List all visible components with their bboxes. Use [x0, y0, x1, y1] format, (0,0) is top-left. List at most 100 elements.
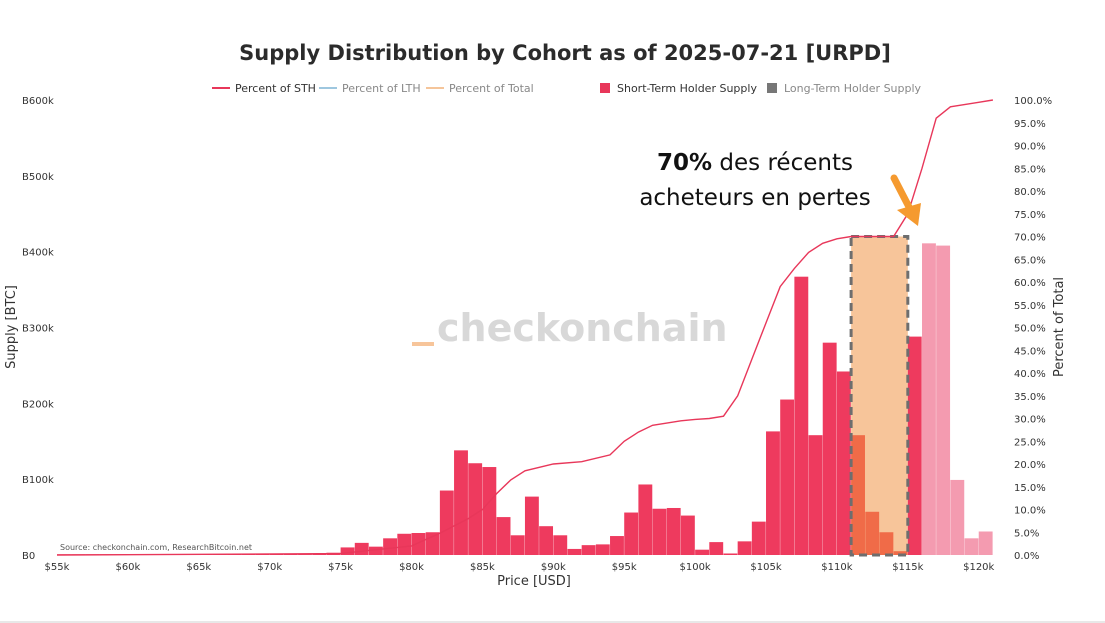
- y-tick-label-left: B500k: [22, 172, 54, 183]
- bar: [922, 243, 936, 555]
- bar: [269, 554, 284, 555]
- bar: [808, 435, 823, 555]
- annotation: 70% des récents acheteurs en pertes: [639, 150, 921, 226]
- bar: [283, 554, 298, 555]
- y-axis-title-right: Percent of Total: [1052, 277, 1067, 377]
- y-tick-label-right: 15.0%: [1014, 483, 1046, 494]
- annotation-line-1-rest: des récents: [712, 150, 853, 176]
- y-tick-label-right: 40.0%: [1014, 369, 1046, 380]
- y-tick-label-right: 50.0%: [1014, 324, 1046, 335]
- y-tick-label-right: 80.0%: [1014, 187, 1046, 198]
- x-tick-label: $90k: [541, 562, 566, 573]
- y-axis-ticks-right: 0.0% 5.0% 10.0% 15.0% 20.0% 25.0% 30.0% 35.0% 40…: [1014, 96, 1052, 562]
- bar: [610, 536, 624, 555]
- y-tick-label-right: 10.0%: [1014, 506, 1046, 517]
- bar: [553, 535, 568, 555]
- bar: [695, 549, 710, 555]
- y-tick-label-right: 55.0%: [1014, 301, 1046, 312]
- bar: [964, 538, 979, 555]
- bar: [978, 531, 993, 555]
- bar: [666, 507, 681, 555]
- y-tick-label-right: 75.0%: [1014, 210, 1046, 221]
- watermark-underscore: [412, 342, 434, 346]
- bar: [680, 515, 695, 555]
- bar: [851, 435, 865, 555]
- legend-label: Percent of Total: [449, 82, 534, 95]
- legend-item[interactable]: Percent of Total: [426, 82, 534, 95]
- bar: [780, 399, 795, 555]
- y-tick-label-left: B0: [22, 551, 35, 562]
- bar: [411, 533, 426, 555]
- percent-of-sth-line: [56, 99, 994, 556]
- x-tick-label: $100k: [679, 562, 710, 573]
- bar: [368, 546, 383, 555]
- watermark: checkonchain: [412, 306, 728, 350]
- y-axis-ticks-left: B0 B100k B200k B300k B400k B500k B600k: [22, 96, 54, 562]
- bar: [751, 521, 766, 555]
- bar: [496, 517, 511, 555]
- bar: [794, 276, 809, 555]
- y-tick-label-right: 65.0%: [1014, 255, 1046, 266]
- y-tick-label-right: 70.0%: [1014, 233, 1046, 244]
- bar: [439, 490, 454, 555]
- x-tick-label: $120k: [963, 562, 994, 573]
- bar: [766, 431, 780, 555]
- legend[interactable]: Percent of STH Percent of LTH Percent of T…: [212, 82, 922, 95]
- y-tick-label-right: 100.0%: [1014, 96, 1052, 107]
- y-axis-title-left: Supply [BTC]: [4, 285, 19, 369]
- bar: [482, 467, 497, 555]
- bar: [539, 526, 554, 555]
- bar: [822, 342, 837, 555]
- bar: [468, 463, 483, 555]
- x-tick-label: $60k: [115, 562, 140, 573]
- legend-label: Percent of LTH: [342, 82, 421, 95]
- bar: [652, 508, 667, 555]
- x-tick-label: $65k: [186, 562, 211, 573]
- legend-label: Long-Term Holder Supply: [784, 82, 922, 95]
- watermark-text: checkonchain: [437, 306, 728, 350]
- legend-item[interactable]: Short-Term Holder Supply: [600, 82, 757, 95]
- legend-item[interactable]: Percent of LTH: [319, 82, 421, 95]
- y-tick-label-right: 20.0%: [1014, 460, 1046, 471]
- y-tick-label-right: 30.0%: [1014, 415, 1046, 426]
- bar: [340, 547, 355, 555]
- y-tick-label-left: B400k: [22, 248, 54, 259]
- y-tick-label-right: 60.0%: [1014, 278, 1046, 289]
- bar: [950, 479, 965, 555]
- bar: [936, 245, 951, 555]
- y-tick-label-left: B600k: [22, 96, 54, 107]
- x-tick-label: $110k: [821, 562, 852, 573]
- x-tick-label: $85k: [470, 562, 495, 573]
- bar: [454, 450, 468, 555]
- y-tick-label-left: B100k: [22, 475, 54, 486]
- legend-item[interactable]: Long-Term Holder Supply: [767, 82, 922, 95]
- bar: [624, 512, 639, 555]
- bar: [893, 551, 908, 555]
- legend-item[interactable]: Percent of STH: [212, 82, 316, 95]
- bar: [298, 554, 312, 555]
- arrow-icon: [890, 174, 921, 226]
- x-tick-label: $55k: [45, 562, 70, 573]
- bar: [567, 548, 582, 555]
- legend-bar-swatch: [767, 83, 777, 93]
- y-tick-label-left: B200k: [22, 399, 54, 410]
- bar: [907, 336, 922, 555]
- bar: [510, 535, 525, 555]
- bar: [638, 484, 653, 555]
- y-tick-label-right: 90.0%: [1014, 142, 1046, 153]
- y-tick-label-left: B300k: [22, 324, 54, 335]
- bar: [595, 544, 610, 555]
- x-tick-label: $95k: [612, 562, 637, 573]
- bar: [709, 542, 724, 555]
- x-tick-label: $105k: [750, 562, 781, 573]
- legend-label: Percent of STH: [235, 82, 316, 95]
- bar: [865, 511, 880, 555]
- y-tick-label-right: 95.0%: [1014, 119, 1046, 130]
- bar: [737, 541, 752, 555]
- y-tick-label-right: 45.0%: [1014, 346, 1046, 357]
- y-tick-label-right: 85.0%: [1014, 164, 1046, 175]
- y-tick-label-right: 25.0%: [1014, 437, 1046, 448]
- annotation-bold: 70%: [657, 150, 712, 176]
- x-axis-ticks: $55k $60k $65k $70k $75k $80k $85k $90k $95k $100…: [45, 562, 995, 573]
